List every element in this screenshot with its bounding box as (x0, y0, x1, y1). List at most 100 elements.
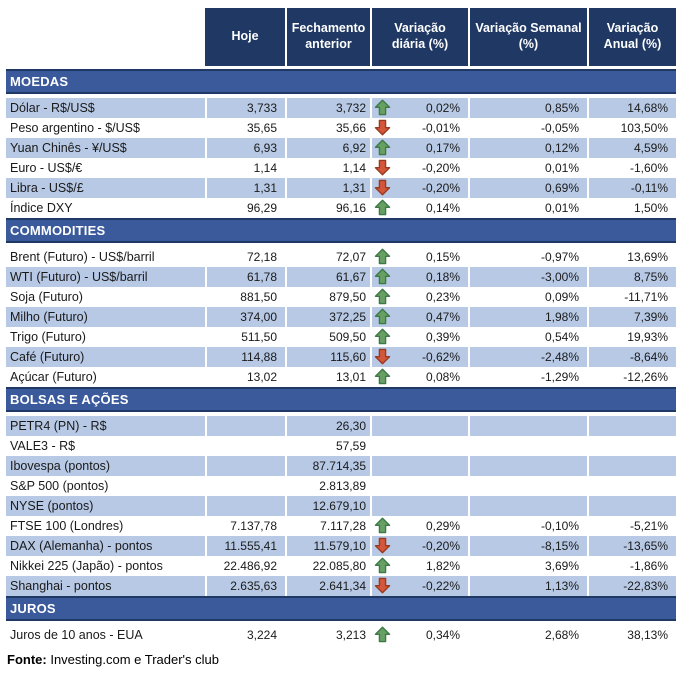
variacao-semanal-cell: 1,13% (468, 576, 587, 596)
variacao-diaria-cell: -0,20% (370, 178, 468, 198)
variacao-diaria-cell: 0,29% (370, 516, 468, 536)
variacao-semanal-cell: -3,00% (468, 267, 587, 287)
variacao-diaria-value: 0,39% (425, 330, 460, 344)
variacao-anual-cell: -22,83% (587, 576, 676, 596)
variacao-diaria-cell: -0,22% (370, 576, 468, 596)
hoje-cell (205, 476, 285, 496)
variacao-semanal-cell: -1,29% (468, 367, 587, 387)
variacao-diaria-value: 0,47% (425, 310, 460, 324)
variacao-semanal-cell (468, 496, 587, 516)
variacao-diaria-value: 0,29% (425, 519, 460, 533)
table-row: Índice DXY 96,29 96,16 0,14% 0,01% 1,50% (6, 198, 676, 218)
row-label: Ibovespa (pontos) (6, 456, 205, 476)
hoje-cell: 7.137,78 (205, 516, 285, 536)
hoje-cell: 114,88 (205, 347, 285, 367)
variacao-anual-cell: 38,13% (587, 625, 676, 645)
arrow-down-icon (374, 119, 391, 136)
fechamento-cell: 57,59 (285, 436, 370, 456)
fechamento-cell: 96,16 (285, 198, 370, 218)
hoje-cell: 61,78 (205, 267, 285, 287)
arrow-up-icon (374, 517, 391, 534)
table-row: Dólar - R$/US$ 3,733 3,732 0,02% 0,85% 1… (6, 98, 676, 118)
variacao-diaria-value: -0,62% (421, 350, 460, 364)
fechamento-cell: 2.813,89 (285, 476, 370, 496)
variacao-diaria-cell: 0,15% (370, 247, 468, 267)
variacao-diaria-value: 0,14% (425, 201, 460, 215)
arrow-down-icon (374, 537, 391, 554)
variacao-anual-cell (587, 436, 676, 456)
variacao-semanal-cell: -0,10% (468, 516, 587, 536)
variacao-anual-cell: -13,65% (587, 536, 676, 556)
hoje-cell: 881,50 (205, 287, 285, 307)
arrow-down-icon (374, 348, 391, 365)
variacao-diaria-cell: 0,39% (370, 327, 468, 347)
table-row: Brent (Futuro) - US$/barril 72,18 72,07 … (6, 247, 676, 267)
arrow-up-icon (374, 288, 391, 305)
arrow-down-icon (374, 179, 391, 196)
col-header-variacao-anual: Variação Anual (%) (587, 8, 676, 66)
row-label: Milho (Futuro) (6, 307, 205, 327)
table-row: FTSE 100 (Londres) 7.137,78 7.117,28 0,2… (6, 516, 676, 536)
variacao-diaria-cell (370, 416, 468, 436)
source-text: Investing.com e Trader's club (46, 652, 220, 667)
row-label: WTI (Futuro) - US$/barril (6, 267, 205, 287)
variacao-diaria-value: 0,23% (425, 290, 460, 304)
col-header-fechamento-anterior: Fechamento anterior (285, 8, 370, 66)
fechamento-cell: 26,30 (285, 416, 370, 436)
table-row: VALE3 - R$ 57,59 (6, 436, 676, 456)
variacao-diaria-value: 0,18% (425, 270, 460, 284)
row-label: Açúcar (Futuro) (10, 370, 97, 384)
table-row: PETR4 (PN) - R$ 26,30 (6, 416, 676, 436)
row-label: VALE3 - R$ (10, 439, 76, 453)
section-header: BOLSAS E AÇÕES (6, 387, 676, 412)
fechamento-cell: 372,25 (285, 307, 370, 327)
col-header-variacao-semanal: Variação Semanal (%) (468, 8, 587, 66)
hoje-cell: 72,18 (205, 247, 285, 267)
fechamento-cell: 35,66 (285, 118, 370, 138)
row-label: FTSE 100 (Londres) (10, 519, 124, 533)
variacao-semanal-cell (468, 456, 587, 476)
hoje-cell: 511,50 (205, 327, 285, 347)
arrow-up-icon (374, 99, 391, 116)
fechamento-cell: 61,67 (285, 267, 370, 287)
arrow-up-icon (374, 626, 391, 643)
arrow-up-icon (374, 268, 391, 285)
variacao-anual-cell: -11,71% (587, 287, 676, 307)
table-row: NYSE (pontos) 12.679,10 (6, 496, 676, 516)
arrow-up-icon (374, 557, 391, 574)
fechamento-cell: 72,07 (285, 247, 370, 267)
variacao-semanal-cell: 1,98% (468, 307, 587, 327)
variacao-semanal-cell: -0,05% (468, 118, 587, 138)
table-row: DAX (Alemanha) - pontos 11.555,41 11.579… (6, 536, 676, 556)
variacao-semanal-cell (468, 436, 587, 456)
variacao-semanal-cell: 3,69% (468, 556, 587, 576)
row-label: Shanghai - pontos (6, 576, 205, 596)
row-label: S&P 500 (pontos) (10, 479, 109, 493)
hoje-cell: 22.486,92 (205, 556, 285, 576)
arrow-up-icon (374, 139, 391, 156)
hoje-cell (205, 496, 285, 516)
table-row: Libra - US$/£ 1,31 1,31 -0,20% 0,69% -0,… (6, 178, 676, 198)
variacao-semanal-cell: 2,68% (468, 625, 587, 645)
variacao-diaria-value: 0,17% (425, 141, 460, 155)
table-row: S&P 500 (pontos) 2.813,89 (6, 476, 676, 496)
variacao-diaria-cell: 0,17% (370, 138, 468, 158)
table-row: Juros de 10 anos - EUA 3,224 3,213 0,34%… (6, 625, 676, 645)
section-header: JUROS (6, 596, 676, 621)
fechamento-cell: 1,14 (285, 158, 370, 178)
row-label: DAX (Alemanha) - pontos (6, 536, 205, 556)
hoje-cell: 13,02 (205, 367, 285, 387)
hoje-cell: 374,00 (205, 307, 285, 327)
hoje-cell: 3,224 (205, 625, 285, 645)
variacao-diaria-cell: 1,82% (370, 556, 468, 576)
variacao-diaria-value: -0,22% (421, 579, 460, 593)
variacao-anual-cell: 103,50% (587, 118, 676, 138)
fechamento-cell: 1,31 (285, 178, 370, 198)
table-body: MOEDAS Dólar - R$/US$ 3,733 3,732 0,02% … (6, 69, 695, 645)
hoje-cell: 3,733 (205, 98, 285, 118)
variacao-diaria-cell: -0,20% (370, 536, 468, 556)
variacao-diaria-value: -0,20% (421, 181, 460, 195)
variacao-diaria-value: -0,20% (421, 539, 460, 553)
hoje-cell: 1,14 (205, 158, 285, 178)
